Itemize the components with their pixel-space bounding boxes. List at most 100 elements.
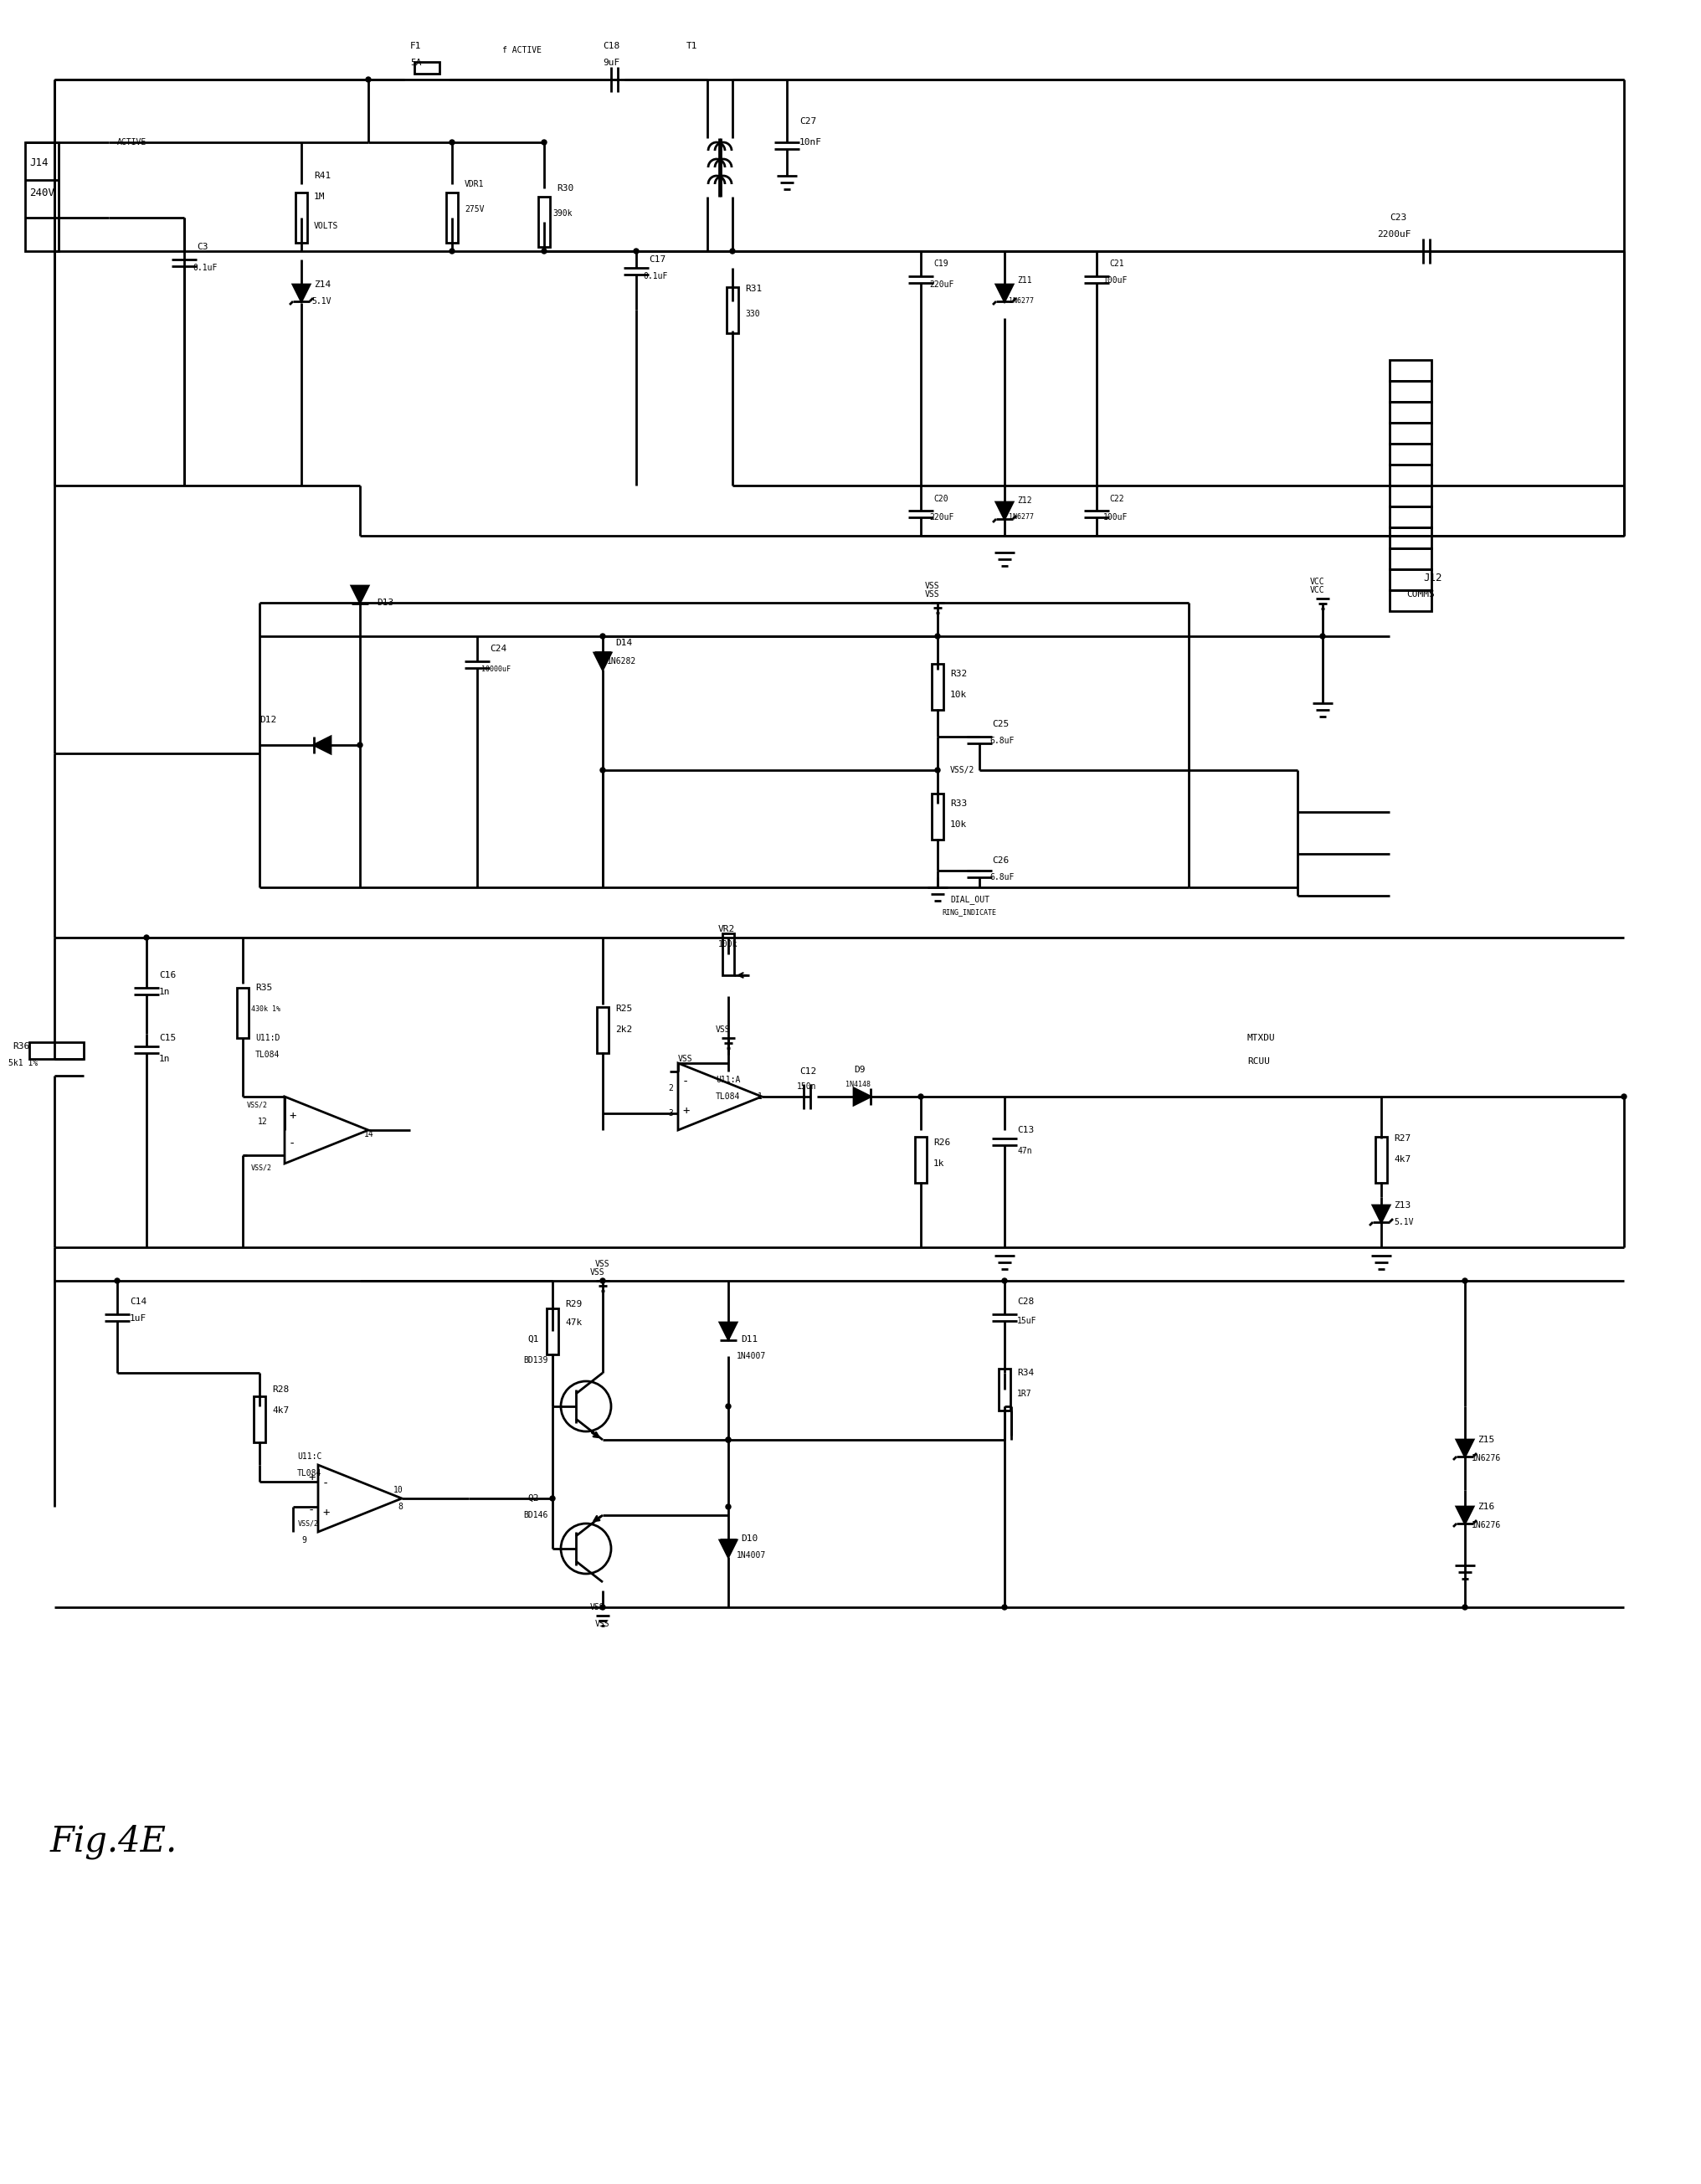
Polygon shape [997, 502, 1012, 520]
Text: 12: 12 [259, 1118, 267, 1127]
Text: +: + [682, 1105, 689, 1116]
Text: 9uF: 9uF [602, 59, 619, 68]
Bar [915, 1136, 927, 1182]
Bar [1390, 526, 1432, 548]
Text: 1M: 1M [315, 192, 325, 201]
Bar [1390, 402, 1432, 424]
Circle shape [1621, 1094, 1626, 1099]
Text: 0.1uF: 0.1uF [643, 273, 667, 280]
Polygon shape [293, 284, 310, 301]
Text: -: - [321, 1479, 330, 1489]
Text: R41: R41 [315, 173, 332, 179]
Text: 4k7: 4k7 [1393, 1155, 1410, 1164]
Bar [296, 192, 308, 242]
Text: 2k2: 2k2 [616, 1026, 633, 1033]
Bar [538, 197, 549, 247]
Text: RCUU: RCUU [1247, 1057, 1271, 1066]
Text: 100k: 100k [718, 939, 738, 948]
Text: TL084: TL084 [255, 1051, 281, 1059]
Text: 1n: 1n [160, 1055, 170, 1064]
Text: R27: R27 [1393, 1133, 1410, 1142]
Text: 5.1V: 5.1V [311, 297, 332, 306]
Text: Z16: Z16 [1478, 1503, 1495, 1511]
Polygon shape [1456, 1507, 1473, 1524]
Text: 1k: 1k [934, 1160, 944, 1168]
Circle shape [549, 1496, 555, 1500]
Bar [1376, 1136, 1386, 1182]
Circle shape [1320, 633, 1325, 638]
Text: 4k7: 4k7 [272, 1406, 289, 1415]
Text: R33: R33 [951, 799, 968, 808]
Text: VSS/2: VSS/2 [298, 1520, 320, 1527]
Text: 10k: 10k [951, 690, 968, 699]
Text: C26: C26 [992, 856, 1009, 865]
Text: D12: D12 [260, 716, 277, 725]
Circle shape [1463, 1278, 1468, 1284]
Circle shape [1463, 1605, 1468, 1610]
Text: 390k: 390k [553, 210, 572, 218]
Circle shape [634, 249, 638, 253]
Bar [1390, 465, 1432, 485]
Circle shape [936, 633, 941, 638]
Bar [1390, 485, 1432, 507]
Text: VSS: VSS [925, 590, 939, 598]
Text: C20: C20 [934, 496, 947, 502]
Text: 1N6276: 1N6276 [1471, 1455, 1502, 1463]
Bar [1390, 570, 1432, 590]
Text: MTXDU: MTXDU [1247, 1033, 1276, 1042]
Text: 47n: 47n [1017, 1147, 1033, 1155]
Text: COMMS: COMMS [1407, 590, 1434, 598]
Bar [1390, 380, 1432, 402]
Text: Z14: Z14 [315, 280, 332, 288]
Text: VCC: VCC [1310, 585, 1325, 594]
Polygon shape [1373, 1206, 1390, 1223]
Text: C18: C18 [602, 41, 619, 50]
Text: 1N4148: 1N4148 [845, 1081, 871, 1088]
Text: Z13: Z13 [1393, 1201, 1410, 1210]
Text: 100uF: 100uF [1104, 513, 1128, 522]
Text: 1N6276: 1N6276 [1471, 1520, 1502, 1529]
Text: 6.8uF: 6.8uF [990, 874, 1014, 882]
Text: C14: C14 [129, 1297, 146, 1306]
Text: C13: C13 [1017, 1127, 1034, 1133]
Text: T1: T1 [687, 41, 697, 50]
Text: J14: J14 [29, 157, 48, 168]
Text: C12: C12 [799, 1068, 816, 1077]
Bar [546, 1308, 558, 1354]
Bar [1390, 548, 1432, 570]
Text: C19: C19 [934, 260, 947, 269]
Text: Fig.4E.: Fig.4E. [51, 1824, 177, 1859]
Text: D10: D10 [742, 1535, 757, 1542]
Text: BD139: BD139 [524, 1356, 548, 1365]
Text: 240V: 240V [29, 188, 54, 199]
Text: R35: R35 [255, 983, 272, 992]
Circle shape [600, 1605, 606, 1610]
Polygon shape [352, 585, 369, 603]
Text: 1n: 1n [160, 987, 170, 996]
Text: C27: C27 [799, 118, 816, 124]
Text: 5A: 5A [410, 59, 422, 68]
Text: -: - [289, 1138, 296, 1151]
Text: 14: 14 [364, 1129, 374, 1138]
Text: R28: R28 [272, 1385, 289, 1393]
Bar [932, 664, 944, 710]
Circle shape [114, 1278, 119, 1284]
Text: 10k: 10k [951, 821, 968, 828]
Text: U11:D: U11:D [255, 1033, 281, 1042]
Text: 5k1 1%: 5k1 1% [9, 1059, 37, 1068]
Text: C22: C22 [1109, 496, 1124, 502]
Text: 9: 9 [301, 1535, 306, 1544]
Text: 1N6277: 1N6277 [1009, 297, 1034, 306]
Text: C3: C3 [197, 242, 208, 251]
Text: R34: R34 [1017, 1369, 1034, 1378]
Text: R25: R25 [616, 1005, 633, 1013]
Circle shape [449, 249, 454, 253]
Polygon shape [720, 1324, 737, 1339]
Bar [597, 1007, 609, 1053]
Text: VSS/2: VSS/2 [247, 1101, 267, 1109]
Text: TL084: TL084 [716, 1092, 740, 1101]
Circle shape [541, 140, 546, 144]
Text: C17: C17 [648, 256, 665, 264]
Text: 10: 10 [393, 1485, 403, 1494]
Bar [1390, 507, 1432, 526]
